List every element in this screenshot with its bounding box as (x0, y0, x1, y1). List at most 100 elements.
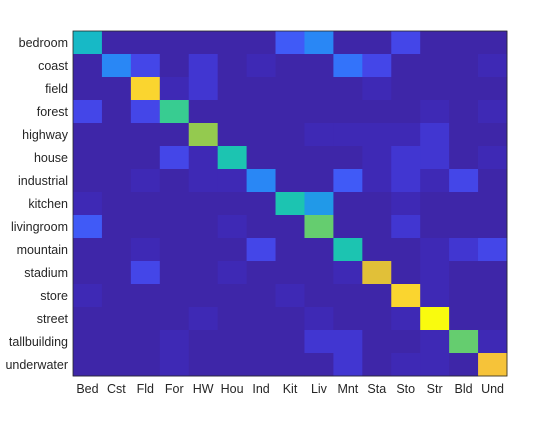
heatmap-cell-field-Mnt (333, 77, 363, 101)
x-tick-label: HW (193, 382, 214, 396)
heatmap-cell-underwater-Sta (362, 353, 392, 377)
x-tick-label: Bld (455, 382, 473, 396)
heatmap-cell-forest-Sta (362, 100, 392, 124)
heatmap-cell-underwater-Bed (73, 353, 103, 377)
heatmap-cell-forest-Mnt (333, 100, 363, 124)
heatmap-cell-tallbuilding-Kit (275, 330, 305, 354)
heatmap-cell-stadium-Ind (246, 261, 276, 285)
heatmap-cell-street-Cst (101, 307, 132, 331)
heatmap-cell-field-Cst (101, 77, 132, 101)
heatmap-cell-street-For (159, 307, 190, 331)
heatmap-cell-house-Kit (275, 146, 305, 170)
y-tick-label: coast (38, 59, 68, 73)
heatmap-cell-mountain-Cst (101, 238, 132, 262)
heatmap-cell-livingroom-Bld (449, 215, 479, 239)
heatmap-cell-bedroom-Bed (73, 31, 103, 55)
y-tick-label: street (37, 312, 69, 326)
heatmap-cell-forest-HW (188, 100, 219, 124)
heatmap-cell-store-Bld (449, 284, 479, 308)
heatmap-cell-coast-Sto (391, 54, 421, 78)
y-tick-label: store (40, 289, 68, 303)
heatmap-cell-livingroom-Sto (391, 215, 421, 239)
heatmap-cell-forest-Ind (246, 100, 276, 124)
heatmap-cell-livingroom-Str (420, 215, 450, 239)
heatmap-cell-kitchen-Liv (304, 192, 334, 216)
y-tick-label: bedroom (19, 36, 68, 50)
heatmap-cell-coast-Kit (275, 54, 305, 78)
heatmap-cell-street-Ind (246, 307, 276, 331)
heatmap-cell-forest-Bld (449, 100, 479, 124)
heatmap-cell-forest-Bed (73, 100, 103, 124)
heatmap-cell-highway-Bld (449, 123, 479, 147)
heatmap-cell-street-Sto (391, 307, 421, 331)
heatmap-cell-field-Fld (130, 77, 161, 101)
heatmap-cell-industrial-Bld (449, 169, 479, 193)
heatmap-cell-bedroom-Cst (101, 31, 132, 55)
heatmap-cell-industrial-For (159, 169, 190, 193)
heatmap-cell-field-Str (420, 77, 450, 101)
heatmap-cell-livingroom-Bed (73, 215, 103, 239)
heatmap-cell-industrial-Fld (130, 169, 161, 193)
heatmap-cell-bedroom-Sto (391, 31, 421, 55)
heatmap-cell-house-Bld (449, 146, 479, 170)
heatmap-cell-highway-HW (188, 123, 219, 147)
heatmap-cell-stadium-Bld (449, 261, 479, 285)
heatmap-cell-forest-Liv (304, 100, 334, 124)
heatmap-cell-coast-Str (420, 54, 450, 78)
heatmap-cell-store-Ind (246, 284, 276, 308)
heatmap-cell-field-Bed (73, 77, 103, 101)
heatmap-cells (73, 31, 508, 377)
heatmap-cell-livingroom-Ind (246, 215, 276, 239)
heatmap-cell-forest-Cst (101, 100, 132, 124)
heatmap-cell-underwater-Und (478, 353, 508, 377)
heatmap-cell-store-Und (478, 284, 508, 308)
heatmap-cell-livingroom-Und (478, 215, 508, 239)
heatmap-cell-kitchen-HW (188, 192, 219, 216)
heatmap-cell-livingroom-Hou (217, 215, 247, 239)
heatmap-cell-coast-Sta (362, 54, 392, 78)
heatmap-cell-tallbuilding-For (159, 330, 190, 354)
heatmap-cell-street-HW (188, 307, 219, 331)
heatmap-cell-forest-Str (420, 100, 450, 124)
heatmap-cell-industrial-Str (420, 169, 450, 193)
heatmap-cell-street-Liv (304, 307, 334, 331)
heatmap-cell-store-For (159, 284, 190, 308)
heatmap-cell-livingroom-Fld (130, 215, 161, 239)
heatmap-cell-stadium-Sto (391, 261, 421, 285)
heatmap-cell-mountain-Mnt (333, 238, 363, 262)
heatmap-cell-bedroom-Ind (246, 31, 276, 55)
x-tick-label: Fld (137, 382, 154, 396)
heatmap-cell-street-Hou (217, 307, 247, 331)
x-tick-label: For (165, 382, 184, 396)
heatmap-cell-house-Cst (101, 146, 132, 170)
heatmap-cell-coast-Bed (73, 54, 103, 78)
heatmap-cell-livingroom-Sta (362, 215, 392, 239)
heatmap-cell-mountain-Kit (275, 238, 305, 262)
heatmap-cell-livingroom-HW (188, 215, 219, 239)
heatmap-cell-underwater-Liv (304, 353, 334, 377)
heatmap-cell-highway-Fld (130, 123, 161, 147)
y-tick-label: stadium (24, 266, 68, 280)
heatmap-cell-house-Fld (130, 146, 161, 170)
heatmap-cell-store-Liv (304, 284, 334, 308)
x-tick-label: Mnt (337, 382, 358, 396)
heatmap-cell-livingroom-Liv (304, 215, 334, 239)
heatmap-cell-street-Str (420, 307, 450, 331)
heatmap-cell-kitchen-Bed (73, 192, 103, 216)
heatmap-cell-stadium-Hou (217, 261, 247, 285)
heatmap-cell-stadium-For (159, 261, 190, 285)
heatmap-cell-stadium-Bed (73, 261, 103, 285)
heatmap-cell-highway-Cst (101, 123, 132, 147)
heatmap-cell-tallbuilding-Liv (304, 330, 334, 354)
heatmap-cell-kitchen-Cst (101, 192, 132, 216)
heatmap-cell-highway-Ind (246, 123, 276, 147)
heatmap-cell-mountain-Bld (449, 238, 479, 262)
heatmap-cell-house-Sto (391, 146, 421, 170)
heatmap-cell-tallbuilding-HW (188, 330, 219, 354)
heatmap-cell-kitchen-Mnt (333, 192, 363, 216)
heatmap-cell-house-Hou (217, 146, 247, 170)
heatmap-cell-highway-For (159, 123, 190, 147)
x-tick-label: Ind (252, 382, 269, 396)
heatmap-cell-highway-Hou (217, 123, 247, 147)
x-tick-label: Kit (283, 382, 298, 396)
